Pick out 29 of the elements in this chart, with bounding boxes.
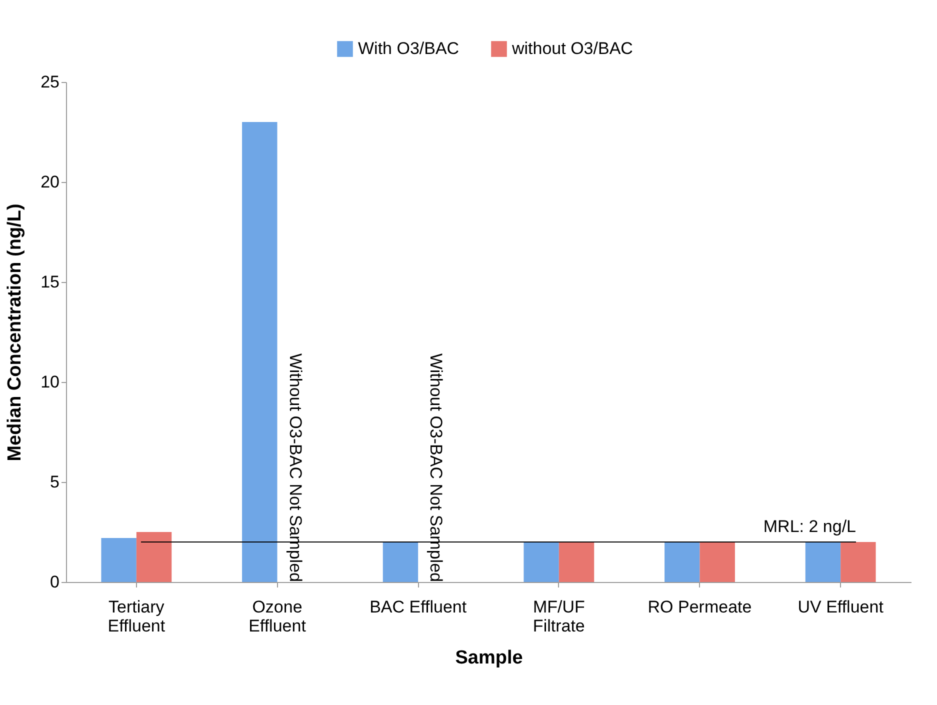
x-tick-label: MF/UF Filtrate <box>532 598 585 636</box>
bar <box>664 542 700 582</box>
bar <box>700 542 735 582</box>
y-tick-label: 10 <box>40 372 60 392</box>
y-tick-label: 5 <box>50 472 60 492</box>
x-tick-label: Ozone Effluent <box>248 598 306 636</box>
legend-label: With O3/BAC <box>358 39 460 58</box>
x-tick-label: UV Effluent <box>798 598 884 616</box>
bar <box>524 542 559 582</box>
bar <box>242 122 278 582</box>
y-tick-label: 15 <box>40 272 60 292</box>
bar <box>805 542 841 582</box>
x-tick-label: Tertiary Effluent <box>108 598 166 636</box>
y-tick-label: 25 <box>40 72 60 92</box>
y-axis-title: Median Concentration (ng/L) <box>4 204 26 462</box>
bar <box>558 542 594 582</box>
y-tick-label: 20 <box>40 172 60 192</box>
annotation: Without O3-BAC Not Sampled <box>426 353 446 582</box>
bar <box>382 542 418 582</box>
x-tick-label: BAC Effluent <box>370 598 467 616</box>
legend-label: without O3/BAC <box>511 39 633 58</box>
y-tick-label: 0 <box>50 572 60 592</box>
ref-line-label: MRL: 2 ng/L <box>763 517 856 536</box>
bar <box>136 532 172 582</box>
x-tick-label: RO Permeate <box>648 598 752 616</box>
bar <box>101 538 136 582</box>
x-axis-title: Sample <box>455 648 523 668</box>
bar <box>840 542 876 582</box>
annotation: Without O3-BAC Not Sampled <box>286 353 305 582</box>
